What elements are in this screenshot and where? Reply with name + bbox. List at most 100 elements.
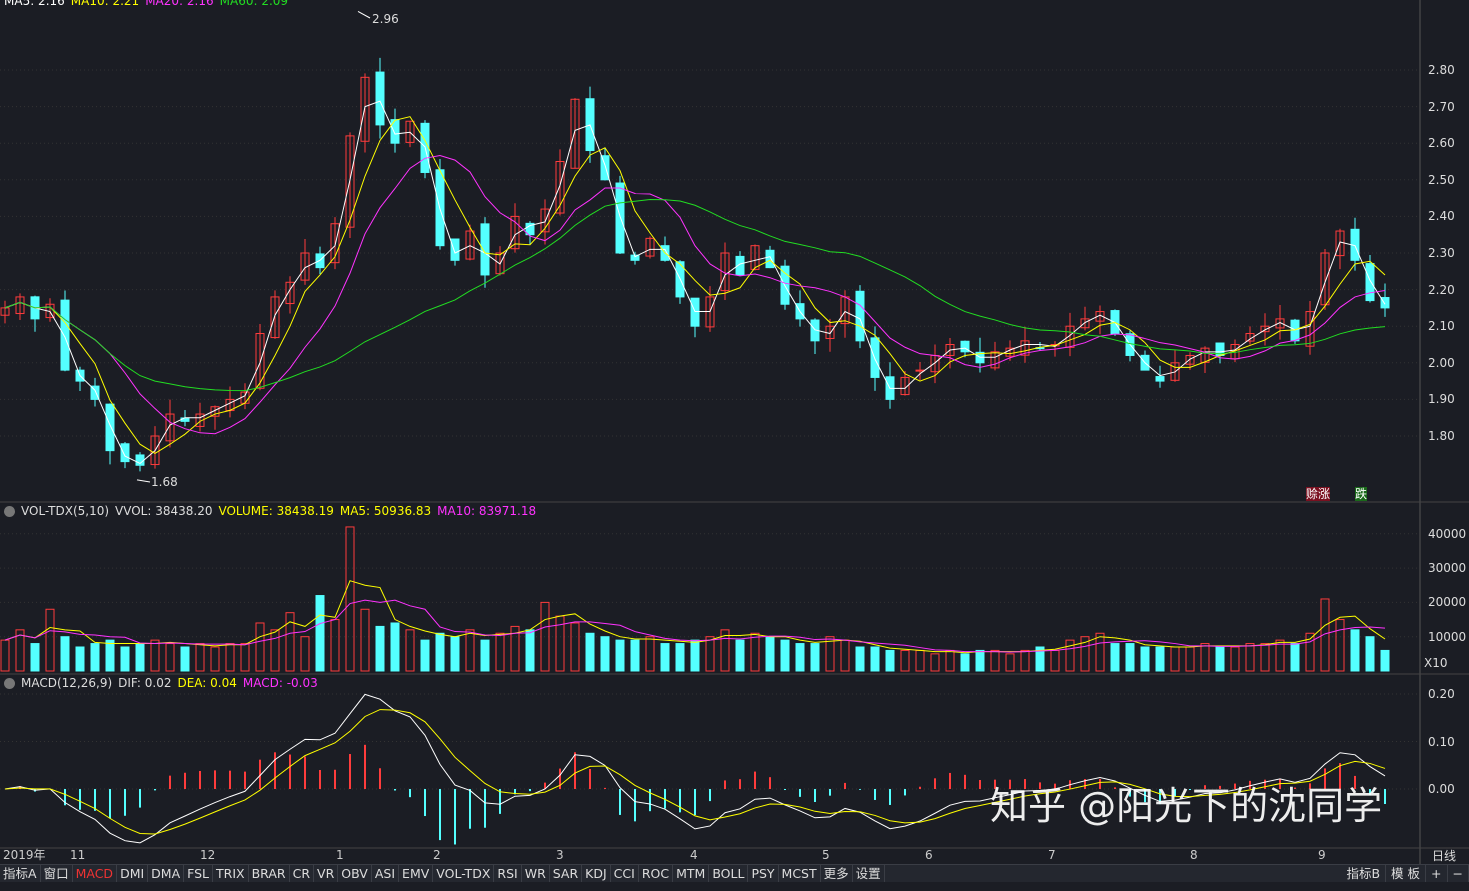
volume-bar	[135, 643, 145, 672]
ma20-line	[4, 155, 1386, 435]
tab-vr[interactable]: VR	[314, 865, 339, 882]
candle-down	[615, 182, 625, 254]
right-tab[interactable]: −	[1448, 865, 1469, 882]
main-header: MA5: 2.16 MA10: 2.21 MA20: 2.16 MA60: 2.…	[4, 0, 288, 8]
macd-title: MACD(12,26,9)	[21, 676, 113, 690]
volume-bar	[645, 636, 655, 672]
candle-down	[1380, 297, 1390, 309]
tab-asi[interactable]: ASI	[372, 865, 400, 882]
volume-bar	[270, 629, 280, 672]
volume-bar	[1170, 646, 1180, 672]
macd-value: MACD: -0.03	[242, 676, 318, 690]
volume-bar	[240, 643, 250, 672]
tab-boll[interactable]: BOLL	[709, 865, 749, 882]
tab-sar[interactable]: SAR	[550, 865, 583, 882]
right-tab[interactable]: 模 板	[1386, 865, 1427, 882]
volume-bar	[975, 649, 985, 672]
tab-roc[interactable]: ROC	[639, 865, 674, 882]
high-label: 2.96	[372, 12, 399, 26]
volume-bar	[1140, 646, 1150, 672]
price-tick: 2.70	[1428, 99, 1455, 114]
candle-up	[255, 333, 265, 389]
candle-down	[690, 297, 700, 327]
candle-down	[870, 337, 880, 378]
volume-bar	[105, 639, 115, 672]
candle-down	[120, 443, 130, 463]
volume-tick: 40000	[1428, 526, 1467, 541]
ma20-label: MA20: 2.16	[145, 0, 214, 8]
collapse-icon[interactable]	[4, 505, 15, 517]
tab-brar[interactable]: BRAR	[249, 865, 290, 882]
tab-dmi[interactable]: DMI	[117, 865, 149, 882]
volume-bar	[540, 601, 550, 672]
volume-bar	[405, 629, 415, 672]
ma10-label: MA10: 2.21	[70, 0, 140, 8]
tab-指标a[interactable]: 指标A	[0, 865, 41, 882]
tab-macd[interactable]: MACD	[73, 865, 118, 882]
volume-bar	[225, 643, 235, 672]
tab-rsi[interactable]: RSI	[494, 865, 522, 882]
macd-tick: 0.20	[1428, 687, 1455, 701]
volume-bar	[1050, 649, 1060, 672]
volume-bar	[45, 608, 55, 672]
candle-down	[450, 238, 460, 261]
tab-emv[interactable]: EMV	[399, 865, 434, 882]
tab-窗口[interactable]: 窗口	[41, 865, 73, 882]
volume-bar	[1125, 643, 1135, 672]
ma60-line	[4, 198, 1386, 392]
volume-bar	[420, 639, 430, 672]
time-label: 5	[822, 848, 830, 862]
tab-kdj[interactable]: KDJ	[582, 865, 611, 882]
volume-bar	[1335, 619, 1345, 672]
signal-marker-down: 跌	[1355, 487, 1368, 501]
tab-cci[interactable]: CCI	[611, 865, 639, 882]
candle-up	[540, 208, 550, 233]
period-label[interactable]: 日线	[1432, 849, 1457, 863]
tab-obv[interactable]: OBV	[338, 865, 372, 882]
right-tab[interactable]: 指标B	[1341, 865, 1387, 882]
candle-down	[375, 71, 385, 126]
price-tick: 2.80	[1428, 63, 1455, 77]
volume-bar	[780, 639, 790, 672]
volume-bar	[1020, 649, 1030, 672]
volume-bar	[30, 643, 40, 672]
candle-up	[1065, 325, 1075, 348]
candle-up	[645, 237, 655, 257]
volume-bar	[1110, 643, 1120, 672]
tab-vol-tdx[interactable]: VOL-TDX	[433, 865, 495, 882]
candle-up	[1260, 325, 1270, 333]
volume-bar	[300, 636, 310, 672]
dif-line	[4, 693, 1386, 844]
candle-up	[195, 413, 205, 427]
tab-设置[interactable]: 设置	[853, 865, 885, 882]
kline-chart[interactable]	[0, 0, 1469, 864]
tab-psy[interactable]: PSY	[748, 865, 779, 882]
candle-down	[105, 403, 115, 452]
collapse-icon[interactable]	[4, 677, 15, 689]
volume-bar	[900, 649, 910, 672]
right-tab[interactable]: +	[1426, 865, 1448, 882]
vol-ma10-value: MA10: 83971.18	[437, 504, 537, 518]
tab-cr[interactable]: CR	[290, 865, 315, 882]
vol-ma5-value: MA5: 50936.83	[339, 504, 432, 518]
volume-bar	[750, 632, 760, 672]
volume-header: VOL-TDX(5,10) VVOL: 38438.20 VOLUME: 384…	[4, 504, 536, 518]
tab-mcst[interactable]: MCST	[779, 865, 821, 882]
tab-wr[interactable]: WR	[522, 865, 550, 882]
tab-trix[interactable]: TRIX	[213, 865, 249, 882]
candle-up	[300, 252, 310, 281]
indicator-tabs: 指标A 窗口 MACD DMI DMA FSL TRIX BRAR CR VR OBV ASI EMV V…	[0, 864, 1469, 882]
price-tick: 1.80	[1428, 429, 1455, 443]
tab-fsl[interactable]: FSL	[184, 865, 214, 882]
macd-header: MACD(12,26,9) DIF: 0.02 DEA: 0.04 MACD: …	[4, 676, 318, 690]
tab-mtm[interactable]: MTM	[673, 865, 710, 882]
volume-bar	[765, 636, 775, 672]
volume-bar	[915, 649, 925, 672]
ma60-label: MA60: 2.09	[219, 0, 289, 8]
candle-up	[285, 281, 295, 305]
tab-dma[interactable]: DMA	[148, 865, 185, 882]
tab-更多[interactable]: 更多	[821, 865, 853, 882]
volume-unit: X10	[1424, 656, 1448, 670]
candle-up	[1245, 333, 1255, 342]
volume-bar	[570, 622, 580, 672]
